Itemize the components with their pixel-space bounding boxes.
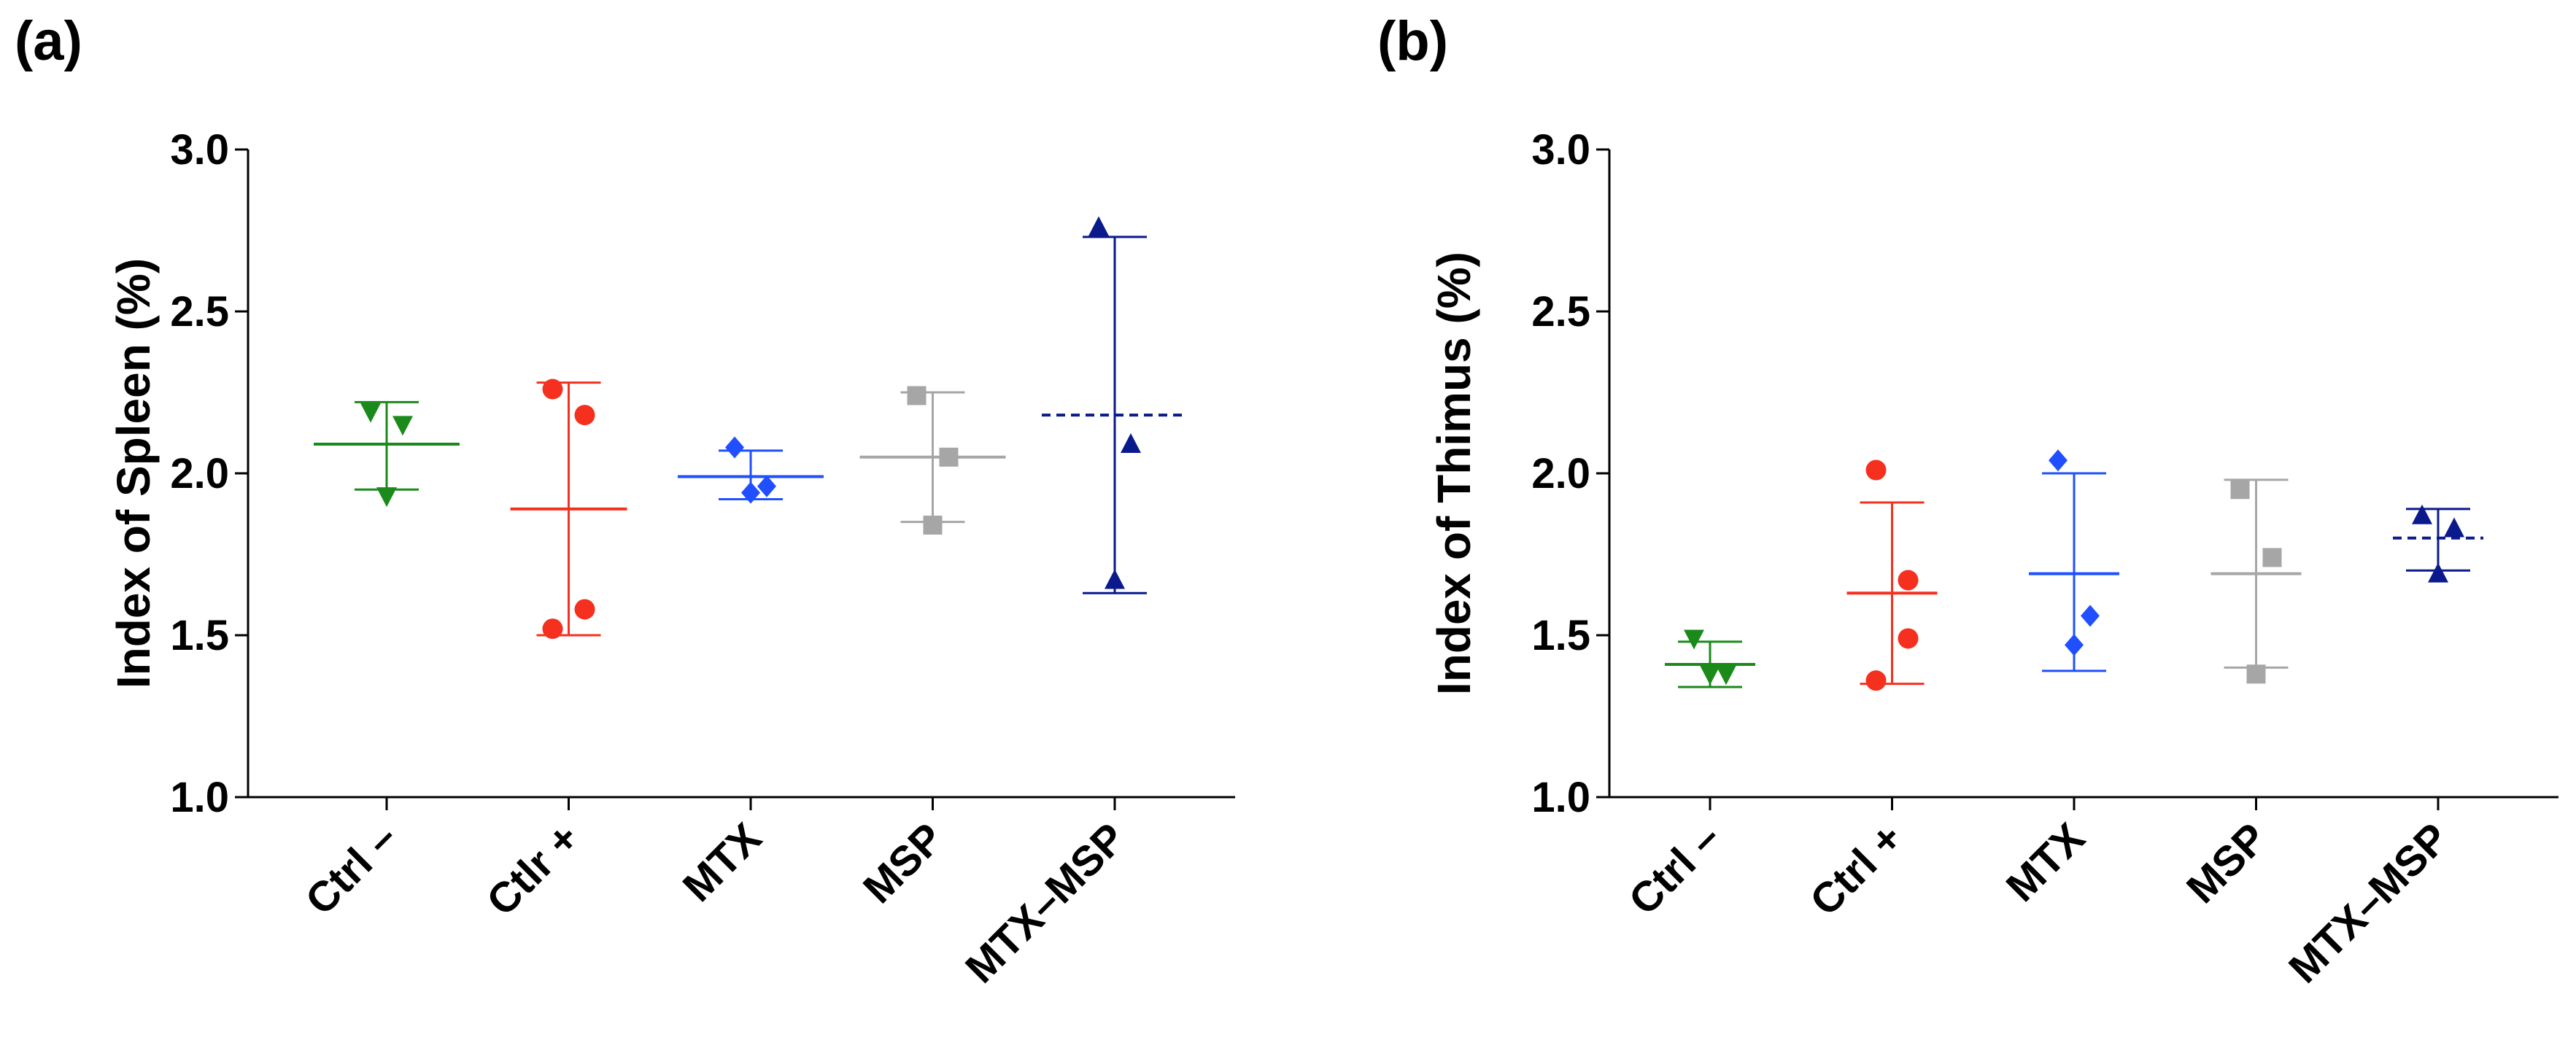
data-point: [741, 481, 760, 504]
data-point: [2262, 548, 2282, 567]
data-point: [1865, 670, 1887, 691]
x-category-label: MTX–MSP: [2280, 814, 2458, 992]
data-point: [1684, 629, 1704, 650]
data-point: [542, 618, 563, 640]
data-point: [392, 416, 413, 436]
data-point: [1121, 433, 1141, 454]
data-point: [2444, 517, 2464, 538]
chart-panel-a: (a) 1.0 1.5 2.0 2.5 3.0 Index of Spleen (%) Ctr…: [15, 10, 1235, 992]
panel-label: (a): [15, 10, 82, 72]
data-point: [907, 386, 927, 405]
y-tick-label: 3.0: [170, 126, 229, 174]
data-point: [2412, 504, 2432, 524]
data-point: [1865, 459, 1887, 481]
data-point: [574, 599, 595, 620]
data-point: [1105, 569, 1125, 589]
x-category-label: MTX–MSP: [956, 814, 1134, 992]
data-point: [2049, 449, 2068, 472]
panel-label: (b): [1377, 10, 1448, 72]
data-point: [923, 516, 943, 535]
data-point: [360, 403, 381, 423]
x-category-label: Ctrl +: [1801, 814, 1912, 925]
y-tick-label: 2.5: [1531, 288, 1590, 335]
y-tick-label: 2.0: [1531, 450, 1590, 497]
data-point: [2065, 634, 2084, 656]
data-point: [2246, 664, 2266, 684]
x-category-label: Ctrl –: [1620, 814, 1730, 924]
data-point: [1700, 665, 1720, 686]
y-axis-title: Index of Thimus (%): [1428, 252, 1480, 695]
y-tick-label: 1.5: [1531, 612, 1590, 659]
data-point: [939, 447, 959, 467]
data-point: [1898, 570, 1919, 591]
y-tick-label: 2.0: [170, 450, 229, 497]
data-point: [757, 475, 776, 497]
data-point: [1088, 216, 1109, 236]
data-point: [725, 436, 744, 459]
x-category-label: Ctlr +: [478, 814, 589, 925]
data-point: [1898, 628, 1919, 649]
x-category-label: MSP: [2178, 814, 2276, 912]
data-point: [542, 379, 563, 400]
data-point: [1716, 665, 1736, 686]
y-tick-label: 3.0: [1531, 126, 1590, 174]
x-category-label: Ctrl –: [296, 814, 406, 924]
y-tick-label: 1.0: [170, 774, 229, 821]
y-tick-label: 2.5: [170, 288, 229, 335]
y-tick-label: 1.0: [1531, 774, 1590, 821]
y-tick-label: 1.5: [170, 612, 229, 659]
data-point: [2428, 562, 2448, 583]
data-point: [2230, 480, 2250, 500]
data-point: [2081, 605, 2100, 627]
y-axis-title: Index of Spleen (%): [107, 258, 160, 688]
data-point: [574, 405, 595, 426]
x-category-label: MTX: [1997, 814, 2095, 911]
x-category-label: MTX: [674, 814, 771, 911]
x-category-label: MSP: [854, 814, 953, 912]
data-point: [376, 487, 397, 508]
chart-panel-b: (b) 1.0 1.5 2.0 2.5 3.0 Index of Thimus (%) Ctr…: [1377, 10, 2558, 992]
